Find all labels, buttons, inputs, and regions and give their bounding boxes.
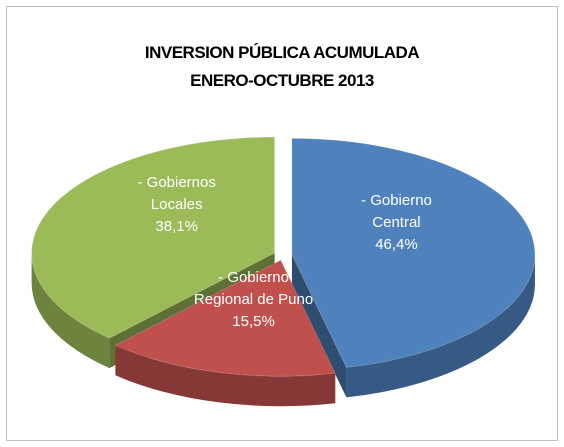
- slice-label: - Gobierno Central 46,4%: [336, 190, 456, 256]
- chart-title: ENERO-OCTUBRE 2013: [190, 71, 374, 90]
- slice-category: - Gobierno Central: [361, 191, 432, 231]
- slice: [114, 259, 336, 377]
- slice: [31, 136, 276, 339]
- slice-wall: [291, 254, 347, 398]
- slice-side: [115, 345, 336, 407]
- slice-side: [346, 254, 535, 398]
- slice-label: - Gobierno Regional de Puno 15,5%: [194, 267, 314, 333]
- chart-title: INVERSION PÚBLICA ACUMULADA: [145, 43, 419, 62]
- slice-label: - Gobiernos Locales 38,1%: [117, 172, 237, 238]
- slice-category: - Gobierno Regional de Puno: [193, 269, 314, 309]
- slice: [291, 137, 536, 368]
- slice-value: 38,1%: [155, 217, 198, 235]
- slice-value: 46,4%: [375, 235, 418, 253]
- slice-category: - Gobiernos Locales: [137, 173, 216, 213]
- slice-value: 15,5%: [232, 313, 275, 331]
- slice-side: [31, 253, 110, 369]
